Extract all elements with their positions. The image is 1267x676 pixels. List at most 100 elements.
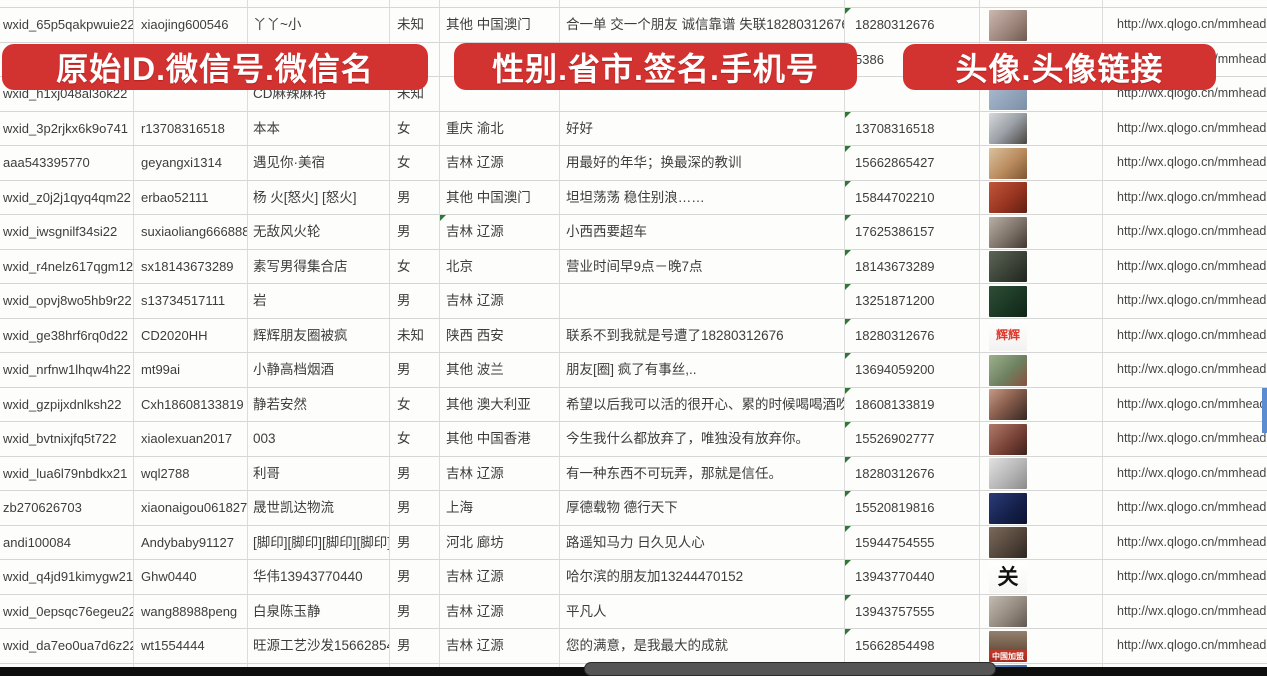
cell-wechat-id[interactable]: CD2020HH xyxy=(134,318,248,352)
cell-avatar[interactable] xyxy=(980,249,1103,283)
cell-avatar[interactable] xyxy=(980,215,1103,249)
cell-avatar[interactable]: 中国加盟 xyxy=(980,629,1103,663)
cell-phone[interactable]: 18280312676 xyxy=(845,8,980,42)
cell-avatar[interactable] xyxy=(980,180,1103,214)
cell-gender[interactable]: 女 xyxy=(390,146,440,180)
cell-wechat-id[interactable]: r13708316518 xyxy=(134,111,248,145)
cell-region[interactable] xyxy=(440,77,560,111)
cell-gender[interactable]: 男 xyxy=(390,560,440,594)
cell-wechat-name[interactable]: 遇见你·美宿 xyxy=(248,146,390,180)
cell-region[interactable]: 上海 xyxy=(440,491,560,525)
cell-original-id[interactable]: wxid_r4nelz617qgm12 xyxy=(0,249,134,283)
cell-avatar[interactable] xyxy=(980,594,1103,628)
cell-wechat-id[interactable] xyxy=(134,663,248,668)
cell-original-id[interactable]: wxid_q4jd91kimygw21 xyxy=(0,560,134,594)
cell-phone[interactable] xyxy=(845,77,980,111)
cell-wechat-id[interactable]: xiaonaigou061827 xyxy=(134,491,248,525)
cell-phone[interactable]: 15520819816 xyxy=(845,491,980,525)
cell-gender[interactable]: 女 xyxy=(390,111,440,145)
cell-wechat-id[interactable]: wt1554444 xyxy=(134,629,248,663)
cell-region[interactable]: 吉林 辽源 xyxy=(440,284,560,318)
cell-phone[interactable]: 13943757555 xyxy=(845,594,980,628)
cell-avatar[interactable] xyxy=(980,491,1103,525)
cell-signature[interactable] xyxy=(560,77,845,111)
cell-wechat-id[interactable]: wql2788 xyxy=(134,456,248,490)
cell-region[interactable]: 河北 廊坊 xyxy=(440,525,560,559)
cell-avatar-link[interactable]: http://wx.qlogo.cn/mmhead xyxy=(1117,500,1267,514)
cell-phone[interactable]: 18280312676 xyxy=(845,318,980,352)
cell-phone[interactable]: 15662854498 xyxy=(845,629,980,663)
cell-region[interactable]: 吉林 辽源 xyxy=(440,560,560,594)
cell-original-id[interactable]: zb270626703 xyxy=(0,491,134,525)
cell-phone[interactable]: 15662865427 xyxy=(845,146,980,180)
cell-wechat-name[interactable]: 旺源工艺沙发15662854 xyxy=(248,629,390,663)
cell-avatar[interactable] xyxy=(980,663,1103,668)
cell-avatar[interactable] xyxy=(980,353,1103,387)
cell-wechat-id[interactable]: Andybaby91127 xyxy=(134,525,248,559)
cell-gender[interactable]: 男 xyxy=(390,180,440,214)
cell-avatar[interactable] xyxy=(980,387,1103,421)
cell-signature[interactable]: 希望以后我可以活的很开心、累的时候喝喝酒吹吹[ xyxy=(560,387,845,421)
cell-wechat-name[interactable]: 静若安然 xyxy=(248,387,390,421)
cell-gender[interactable]: 女 xyxy=(390,387,440,421)
cell-region[interactable] xyxy=(440,663,560,668)
cell-original-id[interactable]: wxid_opvj8wo5hb9r22 xyxy=(0,284,134,318)
cell-signature[interactable]: 朋友[圈] 疯了有事丝,.. xyxy=(560,353,845,387)
cell-avatar-link[interactable]: http://wx.qlogo.cn/mmhead xyxy=(1117,120,1267,135)
cell-avatar-link[interactable]: http://wx.qlogo.cn/mmhead xyxy=(1117,569,1267,583)
cell-wechat-id[interactable]: Cxh18608133819 xyxy=(134,387,248,421)
cell-wechat-name[interactable]: 杨 火[怒火] [怒火] xyxy=(248,180,390,214)
cell-region[interactable]: 吉林 辽源 xyxy=(440,456,560,490)
cell-wechat-name[interactable]: 晟世凯达物流 xyxy=(248,491,390,525)
cell-gender[interactable]: 男 xyxy=(390,353,440,387)
cell-original-id[interactable]: wxid_nrfnw1lhqw4h22 xyxy=(0,353,134,387)
cell-avatar-link[interactable]: http://wx.qlogo.cn/mmhead xyxy=(1117,293,1267,307)
cell-avatar[interactable] xyxy=(980,456,1103,490)
cell-avatar-link[interactable]: http://wx.qlogo.cn/mmhead xyxy=(1117,224,1267,238)
cell-wechat-name[interactable]: 华伟13943770440 xyxy=(248,560,390,594)
cell-original-id[interactable]: wxid_ge38hrf6rq0d22 xyxy=(0,318,134,352)
horizontal-scrollbar-thumb[interactable] xyxy=(585,663,995,675)
cell-gender[interactable]: 女 xyxy=(390,422,440,456)
cell-wechat-id[interactable]: Ghw0440 xyxy=(134,560,248,594)
cell-wechat-id[interactable]: xiaolexuan2017 xyxy=(134,422,248,456)
cell-gender[interactable]: 男 xyxy=(390,456,440,490)
cell-avatar-link[interactable]: http://wx.qlogo.cn/mmhead xyxy=(1117,603,1267,618)
cell-original-id[interactable]: wxid_0epsqc76egeu22 xyxy=(0,594,134,628)
cell-wechat-name[interactable]: 辉辉朋友圈被疯 xyxy=(248,318,390,352)
cell-gender[interactable]: 男 xyxy=(390,491,440,525)
cell-region[interactable]: 其他 中国澳门 xyxy=(440,8,560,42)
cell-wechat-name[interactable]: 无敌风火轮 xyxy=(248,215,390,249)
cell-avatar[interactable]: 关 xyxy=(980,560,1103,594)
cell-signature[interactable]: 营业时间早9点－晚7点 xyxy=(560,249,845,283)
cell-original-id[interactable]: wxid_65p5qakpwuie22 xyxy=(0,8,134,42)
cell-wechat-id[interactable]: wang88988peng xyxy=(134,594,248,628)
cell-region[interactable]: 北京 xyxy=(440,249,560,283)
cell-signature[interactable]: 坦坦荡荡 稳住别浪…… xyxy=(560,180,845,214)
cell-avatar-link[interactable]: http://wx.qlogo.cn/mmhead xyxy=(1117,638,1267,652)
cell-gender[interactable]: 未知 xyxy=(390,8,440,42)
cell-wechat-name[interactable] xyxy=(248,663,390,668)
cell-wechat-name[interactable]: 白泉陈玉静 xyxy=(248,594,390,628)
cell-wechat-name[interactable]: 素写男得集合店 xyxy=(248,249,390,283)
cell-wechat-name[interactable]: [脚印][脚印][脚印][脚印] xyxy=(248,525,390,559)
cell-wechat-id[interactable]: sx18143673289 xyxy=(134,249,248,283)
cell-region[interactable]: 其他 中国香港 xyxy=(440,422,560,456)
cell-phone[interactable]: 17625386157 xyxy=(845,215,980,249)
cell-phone[interactable]: 15526902777 xyxy=(845,422,980,456)
cell-wechat-id[interactable]: erbao52111 xyxy=(134,180,248,214)
cell-gender[interactable]: 男 xyxy=(390,525,440,559)
cell-phone[interactable]: 15844702210 xyxy=(845,180,980,214)
cell-signature[interactable]: 您的满意，是我最大的成就 xyxy=(560,629,845,663)
cell-original-id[interactable]: wxid_gzpijxdnlksh22 xyxy=(0,387,134,421)
cell-avatar-link[interactable]: http://wx.qlogo.cn/mmhead xyxy=(1117,396,1267,411)
cell-gender[interactable]: 未知 xyxy=(390,318,440,352)
cell-signature[interactable]: 用最好的年华；换最深的教训 xyxy=(560,146,845,180)
cell-avatar-link[interactable]: http://wx.qlogo.cn/mmhead xyxy=(1117,431,1267,445)
cell-gender[interactable]: 男 xyxy=(390,215,440,249)
cell-original-id[interactable]: wxid_3p2rjkx6k9o741 xyxy=(0,111,134,145)
cell-phone[interactable]: 13694059200 xyxy=(845,353,980,387)
cell-original-id[interactable] xyxy=(0,663,134,668)
cell-region[interactable]: 陕西 西安 xyxy=(440,318,560,352)
cell-signature[interactable]: 路遥知马力 日久见人心 xyxy=(560,525,845,559)
